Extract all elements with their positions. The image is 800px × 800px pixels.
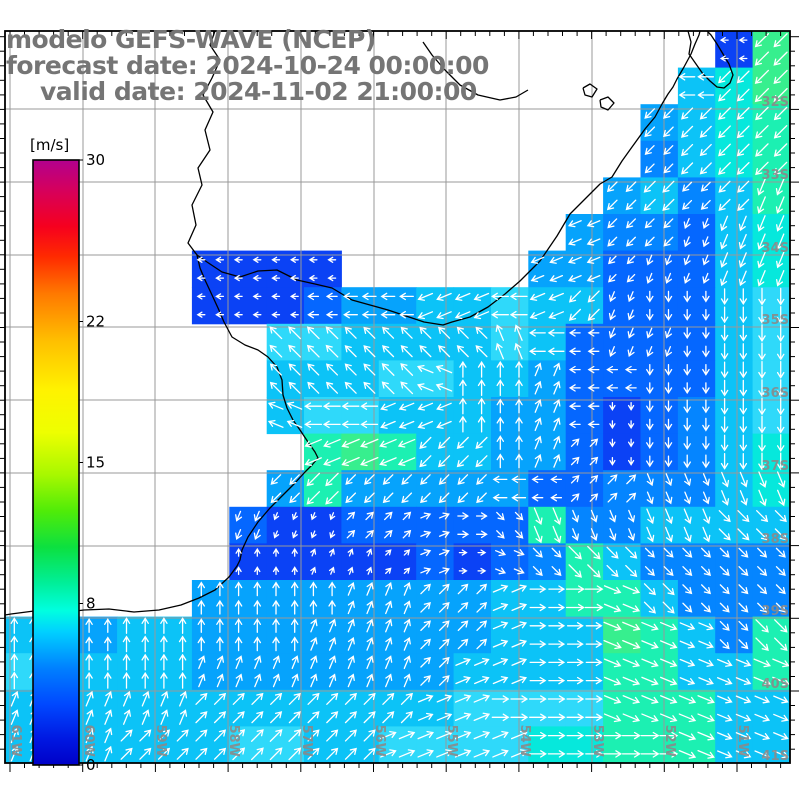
forecast-date: forecast date: 2024-10-24 00:00:00 (6, 51, 489, 80)
lon-label: 53W (590, 725, 605, 757)
lat-label: 32S (762, 95, 789, 110)
coastline (4, 30, 734, 616)
colorbar: [m/s] 30 22 15 8 0 (30, 136, 105, 774)
lat-label: 35S (762, 313, 789, 328)
lat-label: 39S (762, 604, 789, 619)
model-title: modelo GEFS-WAVE (NCEP) (6, 25, 376, 54)
lon-label: 54W (517, 725, 532, 757)
map-border (0, 30, 799, 772)
lon-label: 56W (372, 725, 387, 757)
valid-date: valid date: 2024-11-02 21:00:00 (40, 77, 477, 106)
lon-label: 59W (153, 725, 168, 757)
lat-label: 36S (762, 386, 789, 401)
lon-label: 55W (444, 725, 459, 757)
lat-label: 38S (762, 532, 789, 547)
lat-label: 41S (762, 749, 789, 764)
ocean-cells (5, 31, 791, 764)
lat-labels: 32S 33S 34S 35S 36S 37S 38S 39S 40S 41S (762, 95, 789, 764)
colorbar-units: [m/s] (30, 136, 69, 154)
lon-label: 60W (81, 725, 96, 757)
colorbar-tick-label: 15 (86, 454, 105, 472)
colorbar-tick-label: 22 (86, 313, 105, 331)
lon-label: 52W (662, 725, 677, 757)
lat-label: 33S (762, 168, 789, 183)
lat-label: 34S (762, 241, 789, 256)
lon-label: 51W (735, 725, 750, 757)
colorbar-tick-label: 30 (86, 151, 105, 169)
colorbar-tick-label: 8 (86, 595, 96, 613)
lon-labels: 61W 60W 59W 58W 57W 56W 55W 54W 53W 52W 51W (8, 725, 750, 757)
lon-label: 58W (226, 725, 241, 757)
colorbar-tick-label: 0 (86, 756, 96, 774)
lat-label: 40S (762, 677, 789, 692)
lon-label: 61W (8, 725, 23, 757)
title-block: modelo GEFS-WAVE (NCEP) forecast date: 2… (6, 27, 489, 105)
lon-label: 57W (299, 725, 314, 757)
lat-label: 37S (762, 459, 789, 474)
